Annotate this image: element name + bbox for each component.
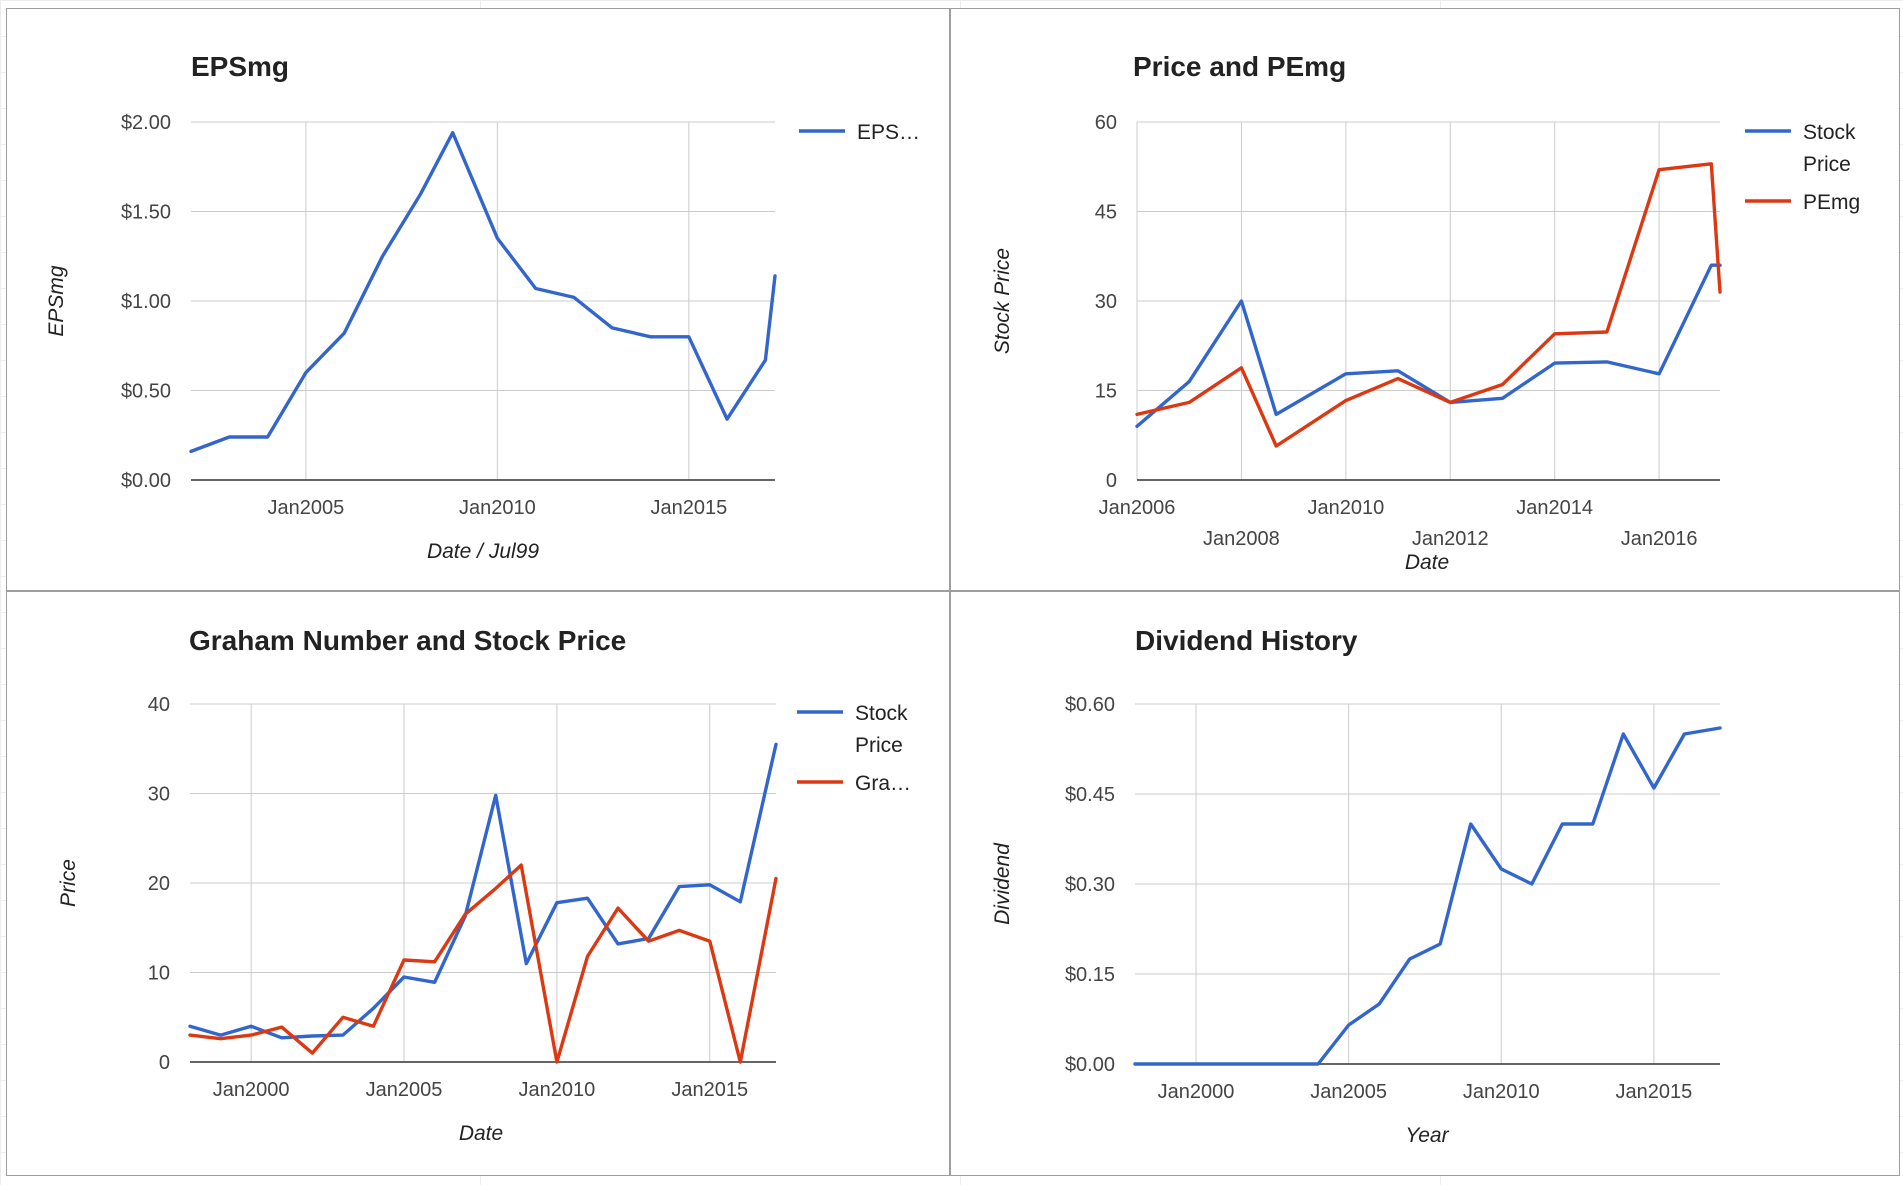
- y-tick-label: 0: [1106, 470, 1117, 492]
- y-tick-label: $0.30: [1065, 874, 1115, 896]
- series-line-0[interactable]: [188, 742, 778, 1040]
- x-tick-label: Jan2012: [1412, 528, 1489, 550]
- graham-number-chart: Graham Number and Stock Price 0 10 20 30 40 Ja…: [57, 625, 911, 1145]
- y-tick-label: 60: [1095, 112, 1117, 134]
- chart-panel-epsmg[interactable]: EPSmg $0.00 $0.50 $1.00 $1.50 $2.00 Jan2005 Jan…: [6, 8, 950, 591]
- x-tick-label: Jan2010: [1463, 1081, 1540, 1103]
- series-line-0[interactable]: [189, 130, 777, 454]
- x-tick-label: Jan2010: [459, 497, 536, 519]
- y-tick-label: 0: [159, 1052, 170, 1074]
- legend-entry[interactable]: PEmg: [1803, 191, 1860, 214]
- y-tick-label: 20: [148, 873, 170, 895]
- x-axis-label: Date: [459, 1122, 503, 1145]
- legend-entry[interactable]: EPS…: [857, 121, 920, 144]
- x-tick-label: Jan2010: [519, 1079, 596, 1101]
- x-axis-label: Year: [1405, 1124, 1449, 1147]
- legend-entry[interactable]: Gra…: [855, 772, 911, 795]
- x-tick-label: Jan2014: [1516, 497, 1593, 519]
- y-tick-label: $0.50: [121, 381, 171, 403]
- x-axis-label: Date: [1405, 551, 1449, 574]
- y-tick-label: 30: [148, 784, 170, 806]
- y-tick-label: $2.00: [121, 112, 171, 134]
- chart-panel-dividend-history[interactable]: Dividend History $0.00 $0.15 $0.30 $0.45 $0.6…: [950, 591, 1900, 1176]
- chart-title: Price and PEmg: [1133, 51, 1346, 82]
- x-tick-label: Jan2005: [366, 1079, 443, 1101]
- chart-panel-price-and-pemg[interactable]: Price and PEmg 0 15 30 45 60 Jan2006 Jan2008 Jan…: [950, 8, 1900, 591]
- y-tick-label: $1.00: [121, 291, 171, 313]
- chart-title: EPSmg: [191, 51, 289, 82]
- legend-entry[interactable]: Stock Price: [1803, 121, 1856, 176]
- y-tick-label: $0.00: [1065, 1054, 1115, 1076]
- y-tick-label: 45: [1095, 202, 1117, 224]
- y-axis-label: Dividend: [991, 842, 1014, 925]
- y-tick-label: $0.15: [1065, 964, 1115, 986]
- x-axis-label: Date / Jul99: [427, 540, 539, 563]
- x-tick-label: Jan2015: [1615, 1081, 1692, 1103]
- y-tick-label: 30: [1095, 291, 1117, 313]
- series-line-0[interactable]: [1135, 263, 1722, 428]
- y-tick-label: 40: [148, 694, 170, 716]
- y-tick-label: 10: [148, 963, 170, 985]
- y-tick-label: $0.00: [121, 470, 171, 492]
- x-tick-label: Jan2005: [268, 497, 345, 519]
- x-tick-label: Jan2000: [213, 1079, 290, 1101]
- x-tick-label: Jan2015: [671, 1079, 748, 1101]
- series-line-1[interactable]: [1135, 162, 1722, 448]
- dividend-history-chart: Dividend History $0.00 $0.15 $0.30 $0.45 $0.6…: [991, 625, 1722, 1147]
- y-tick-label: $1.50: [121, 202, 171, 224]
- chart-title: Dividend History: [1135, 625, 1358, 656]
- x-tick-label: Jan2010: [1307, 497, 1384, 519]
- epsmg-chart: EPSmg $0.00 $0.50 $1.00 $1.50 $2.00 Jan2005 Jan…: [45, 51, 920, 563]
- y-tick-label: 15: [1095, 381, 1117, 403]
- chart-title: Graham Number and Stock Price: [189, 625, 626, 656]
- y-axis-label: Stock Price: [991, 248, 1014, 354]
- price-and-pemg-chart: Price and PEmg 0 15 30 45 60 Jan2006 Jan2008 Jan…: [991, 51, 1860, 574]
- y-tick-label: $0.60: [1065, 694, 1115, 716]
- y-tick-label: $0.45: [1065, 784, 1115, 806]
- x-tick-label: Jan2006: [1099, 497, 1176, 519]
- legend-entry[interactable]: Stock Price: [855, 702, 908, 757]
- y-axis-label: Price: [57, 859, 80, 907]
- x-tick-label: Jan2000: [1158, 1081, 1235, 1103]
- x-tick-label: Jan2008: [1203, 528, 1280, 550]
- series-line-1[interactable]: [188, 863, 778, 1064]
- x-tick-label: Jan2005: [1310, 1081, 1387, 1103]
- chart-panel-graham-number[interactable]: Graham Number and Stock Price 0 10 20 30 40 Ja…: [6, 591, 950, 1176]
- x-tick-label: Jan2015: [650, 497, 727, 519]
- y-axis-label: EPSmg: [45, 265, 68, 337]
- x-tick-label: Jan2016: [1621, 528, 1698, 550]
- series-line-0[interactable]: [1133, 726, 1722, 1066]
